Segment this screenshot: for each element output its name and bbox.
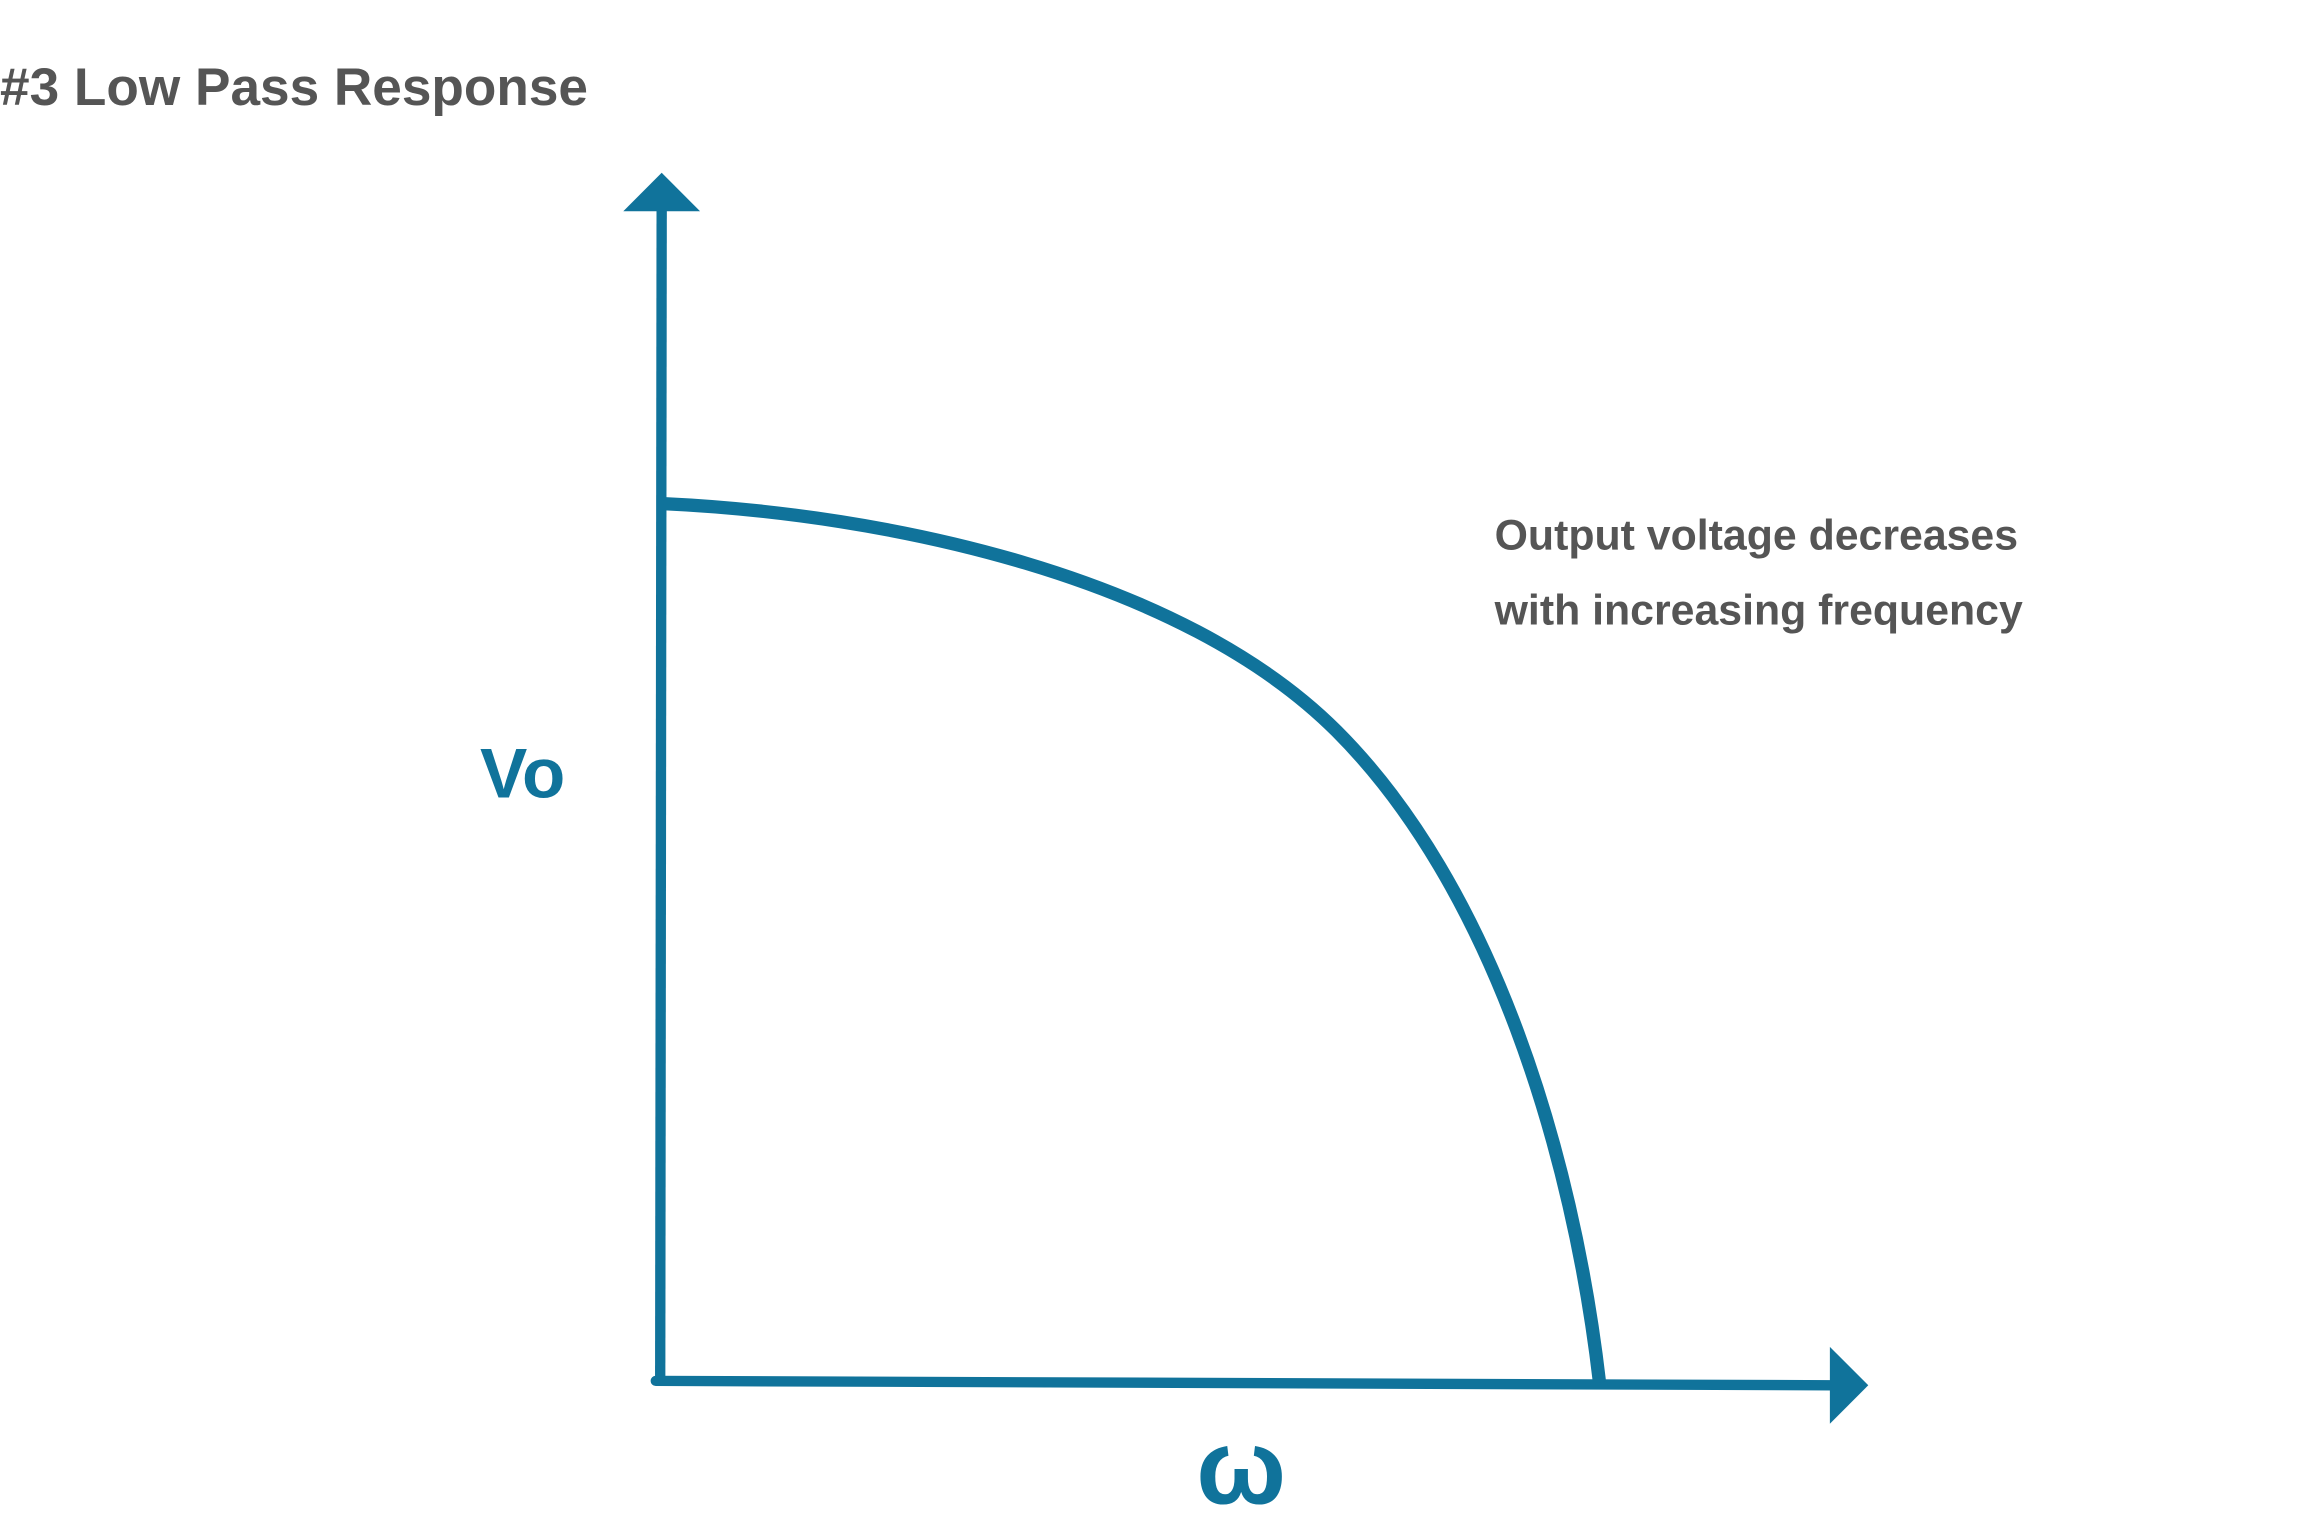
- diagram-title: #3 Low Pass Response: [0, 58, 588, 117]
- y-axis-label: Vo: [480, 735, 565, 814]
- annotation-line-1: Output voltage decreases: [1495, 511, 2018, 559]
- y-axis-arrowhead: [623, 172, 701, 212]
- x-axis-label: ω: [1196, 1407, 1286, 1526]
- x-axis: [650, 1375, 1840, 1391]
- x-axis-arrowhead: [1829, 1346, 1869, 1424]
- y-axis: [655, 206, 667, 1381]
- annotation-line-2: with increasing frequency: [1494, 587, 2023, 635]
- response-curve: [662, 496, 1607, 1384]
